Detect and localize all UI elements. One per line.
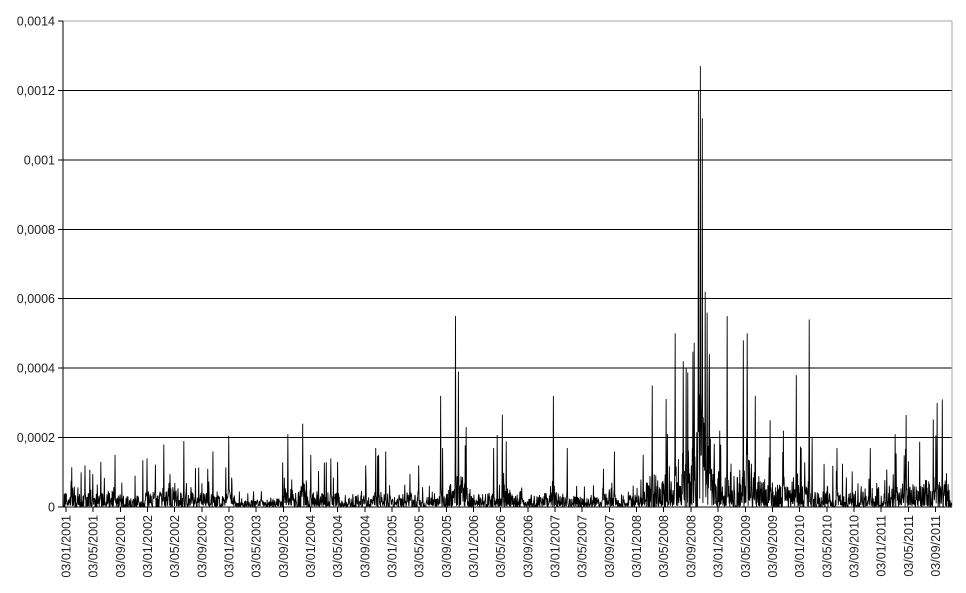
y-tick-label: 0,0002 bbox=[17, 431, 55, 445]
y-tick-label: 0,001 bbox=[24, 153, 55, 167]
x-tick-label: 03/05/2001 bbox=[87, 515, 101, 578]
x-tick-label: 03/01/2009 bbox=[712, 515, 726, 578]
x-tick-label: 03/05/2008 bbox=[657, 515, 671, 578]
x-tick-label: 03/05/2003 bbox=[250, 515, 264, 578]
x-tick-label: 03/05/2007 bbox=[576, 515, 590, 578]
x-tick-label: 03/05/2009 bbox=[739, 515, 753, 578]
y-tick-label: 0,0004 bbox=[17, 362, 55, 376]
x-tick-label: 03/01/2006 bbox=[467, 515, 481, 578]
x-tick-label: 03/05/2006 bbox=[494, 515, 508, 578]
x-tick-label: 03/05/2011 bbox=[902, 515, 916, 577]
x-tick-label: 03/05/2004 bbox=[331, 515, 345, 578]
x-tick-label: 03/09/2011 bbox=[929, 515, 943, 577]
y-tick-label: 0,0006 bbox=[17, 292, 55, 306]
x-tick-label: 03/01/2005 bbox=[386, 515, 400, 578]
x-tick-label: 03/01/2002 bbox=[141, 515, 155, 578]
x-tick-label: 03/01/2001 bbox=[60, 515, 74, 578]
x-tick-label: 03/01/2007 bbox=[549, 515, 563, 578]
x-tick-label: 03/09/2010 bbox=[847, 515, 861, 578]
x-tick-label: 03/05/2002 bbox=[168, 515, 182, 578]
x-tick-label: 03/01/2003 bbox=[223, 515, 237, 578]
x-tick-label: 03/09/2002 bbox=[195, 515, 209, 578]
x-tick-label: 03/01/2010 bbox=[793, 515, 807, 578]
x-tick-label: 03/05/2010 bbox=[820, 515, 834, 578]
y-tick-label: 0,0008 bbox=[17, 223, 55, 237]
y-tick-label: 0 bbox=[48, 501, 55, 515]
x-tick-label: 03/09/2008 bbox=[684, 515, 698, 578]
x-tick-label: 03/09/2003 bbox=[277, 515, 291, 578]
x-tick-label: 03/09/2001 bbox=[114, 515, 128, 578]
y-tick-label: 0,0014 bbox=[17, 15, 55, 29]
x-tick-label: 03/09/2007 bbox=[603, 515, 617, 578]
x-tick-label: 03/09/2005 bbox=[440, 515, 454, 578]
x-tick-label: 03/09/2004 bbox=[358, 515, 372, 578]
x-tick-label: 03/01/2008 bbox=[630, 515, 644, 578]
y-tick-label: 0,0012 bbox=[17, 84, 55, 98]
x-tick-label: 03/05/2005 bbox=[413, 515, 427, 578]
series-line bbox=[63, 66, 953, 509]
x-tick-label: 03/09/2009 bbox=[766, 515, 780, 578]
x-tick-label: 03/01/2004 bbox=[304, 515, 318, 578]
x-tick-label: 03/01/2011 bbox=[875, 515, 889, 577]
x-tick-label: 03/09/2006 bbox=[521, 515, 535, 578]
